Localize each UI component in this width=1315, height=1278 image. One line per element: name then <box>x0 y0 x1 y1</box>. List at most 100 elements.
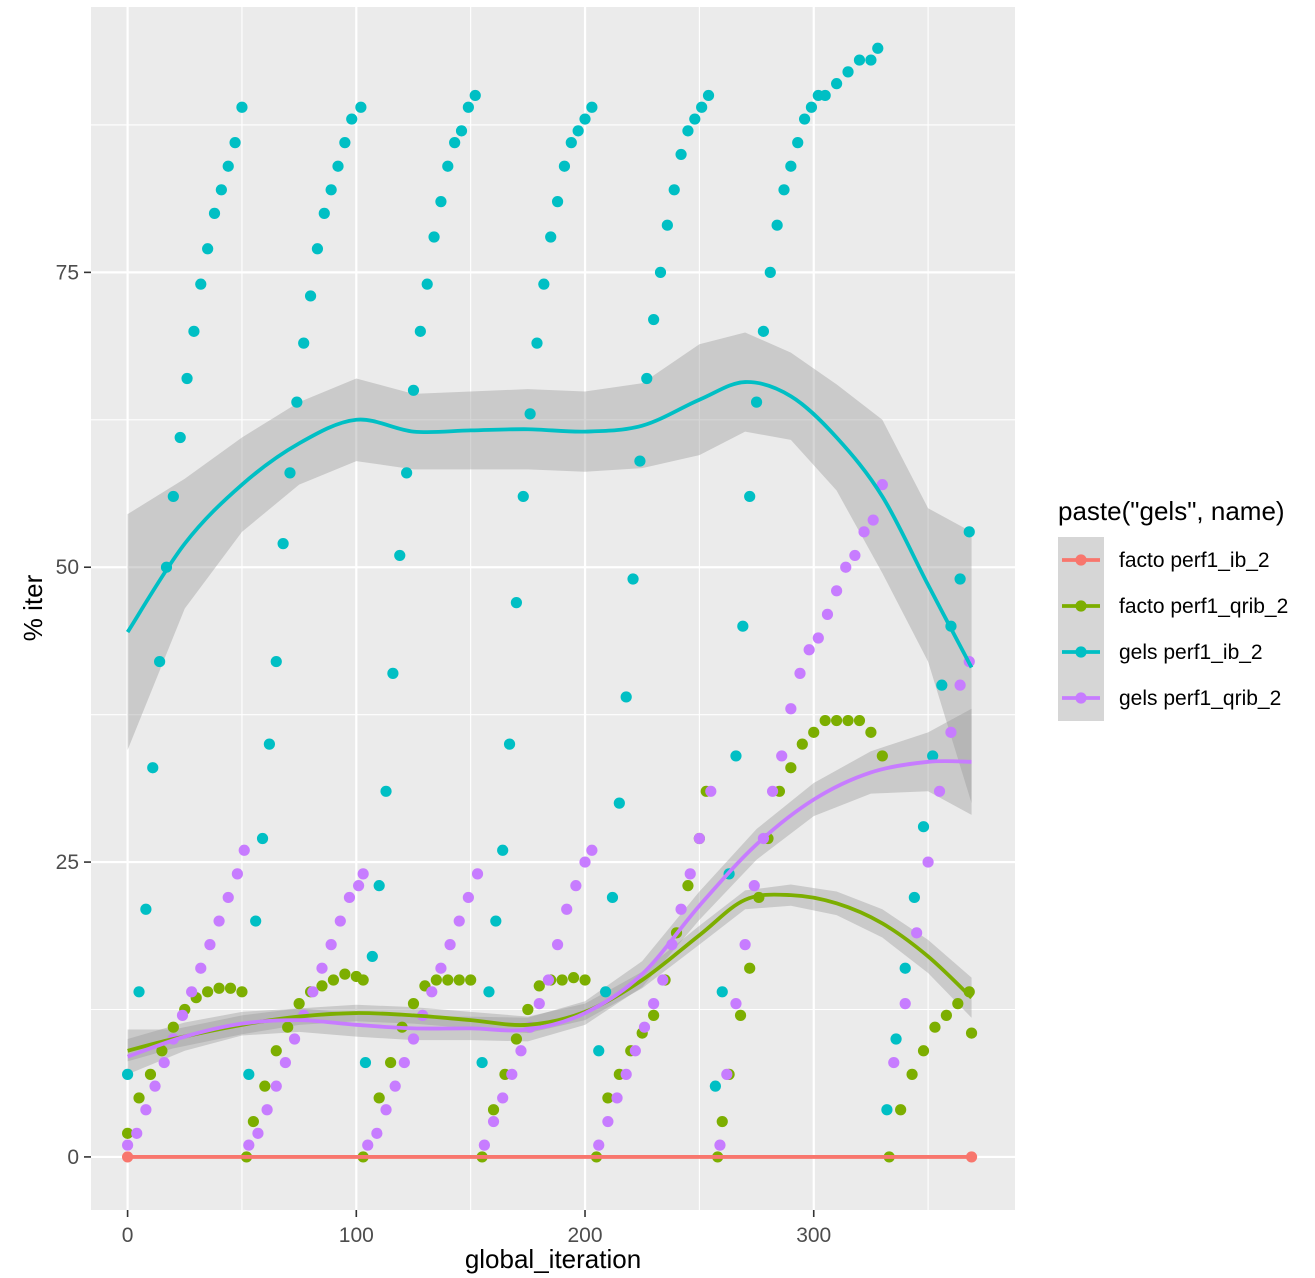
data-point <box>407 998 420 1010</box>
data-point <box>195 962 207 974</box>
data-point <box>444 939 456 951</box>
data-point <box>629 1045 641 1057</box>
data-point <box>602 1115 614 1128</box>
legend-key-point <box>1075 646 1087 658</box>
data-point <box>517 490 529 503</box>
data-point <box>380 785 392 797</box>
data-point <box>121 1139 134 1151</box>
data-point <box>716 986 728 998</box>
x-tick-label: 100 <box>339 1224 374 1247</box>
data-point <box>737 620 749 632</box>
data-point <box>803 644 815 656</box>
data-point <box>533 980 545 992</box>
data-point <box>346 113 358 125</box>
data-point <box>204 939 216 951</box>
data-point <box>551 196 564 208</box>
legend-title: paste("gels", name) <box>1058 496 1285 526</box>
data-point <box>798 113 811 125</box>
smooth-line <box>125 380 974 669</box>
data-point <box>414 325 426 337</box>
data-point <box>757 325 770 337</box>
data-point <box>542 974 555 986</box>
data-point <box>785 762 797 774</box>
data-point <box>579 856 591 868</box>
data-point <box>675 903 687 915</box>
data-point <box>284 467 296 479</box>
data-point <box>215 184 227 196</box>
data-point <box>876 750 888 762</box>
data-point <box>819 714 831 727</box>
data-point <box>282 1021 294 1033</box>
data-point <box>307 986 319 998</box>
data-point <box>668 184 680 196</box>
legend-key-point <box>1075 554 1087 566</box>
data-point <box>121 1068 134 1080</box>
data-point <box>362 1139 374 1151</box>
data-point <box>654 266 667 278</box>
data-point <box>334 915 346 927</box>
data-point <box>503 738 516 750</box>
data-point <box>872 42 884 54</box>
data-point <box>131 1127 143 1139</box>
data-point <box>929 1021 941 1033</box>
data-point <box>327 974 340 986</box>
data-point <box>469 89 481 102</box>
data-point <box>675 148 687 161</box>
data-point <box>449 137 461 149</box>
data-point <box>771 219 783 231</box>
data-point <box>906 1068 918 1080</box>
data-point <box>794 667 806 679</box>
data-point <box>133 986 145 998</box>
data-point <box>842 714 854 727</box>
confidence-band <box>127 708 972 1075</box>
data-point <box>270 655 282 668</box>
data-point <box>387 667 399 679</box>
data-point <box>561 903 573 915</box>
data-point <box>430 974 442 986</box>
data-point <box>965 1027 978 1039</box>
data-point <box>208 207 221 219</box>
data-point <box>634 455 646 467</box>
x-tick-label: 200 <box>567 1224 602 1247</box>
data-point <box>279 1056 292 1069</box>
data-point <box>579 113 591 125</box>
data-point <box>149 1080 161 1092</box>
data-point <box>236 986 248 998</box>
data-point <box>812 632 824 644</box>
legend-label: facto perf1_qrib_2 <box>1119 595 1288 618</box>
data-point <box>638 1021 651 1033</box>
data-point <box>865 726 877 738</box>
data-point <box>186 986 198 998</box>
data-point <box>483 986 495 998</box>
data-point <box>531 337 543 349</box>
data-point <box>808 726 820 738</box>
data-point <box>739 939 751 951</box>
data-point <box>748 880 760 892</box>
data-point <box>515 1045 527 1057</box>
data-point <box>730 750 742 762</box>
data-point <box>613 797 625 809</box>
data-point <box>357 974 369 986</box>
data-point <box>339 968 351 980</box>
data-point <box>661 219 673 231</box>
data-point <box>156 1045 168 1057</box>
data-point <box>831 78 843 90</box>
data-point <box>277 538 289 550</box>
data-point <box>222 891 234 904</box>
data-point <box>398 1056 410 1069</box>
y-tick-label: 0 <box>67 1146 79 1169</box>
data-point <box>714 1139 726 1151</box>
data-point <box>744 962 756 974</box>
data-point <box>567 972 580 984</box>
data-point <box>831 714 843 727</box>
x-tick-label: 0 <box>122 1224 134 1247</box>
data-point <box>471 868 484 880</box>
data-point <box>465 974 477 986</box>
data-point <box>261 1104 273 1116</box>
y-axis-ticks: 0 25 50 75 <box>56 261 91 1169</box>
data-point <box>121 1127 134 1139</box>
data-point <box>236 101 248 113</box>
data-point <box>917 821 930 833</box>
data-point <box>565 137 577 149</box>
x-axis-title: global_iteration <box>465 1244 641 1274</box>
